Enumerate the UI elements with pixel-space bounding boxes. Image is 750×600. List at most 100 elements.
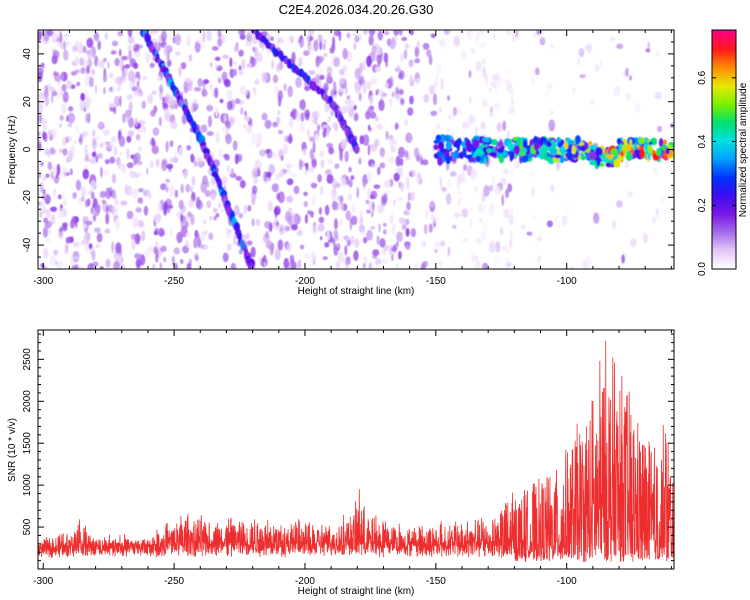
signal-blob: [535, 150, 540, 156]
noise-blob: [264, 119, 272, 129]
noise-blob: [127, 70, 135, 82]
spectrogram-x-axis: -300 -250 -200 -150 -100: [33, 30, 672, 287]
noise-blob: [642, 232, 648, 244]
noise-blob: [373, 184, 381, 189]
colorbar-cell: [712, 193, 736, 196]
noise-blob: [41, 62, 44, 68]
signal-blob: [546, 141, 552, 148]
noise-blob: [283, 83, 287, 92]
noise-blob: [63, 49, 69, 61]
noise-blob: [452, 106, 457, 116]
noise-blob: [348, 166, 352, 173]
noise-blob: [65, 41, 71, 46]
noise-blob: [371, 45, 378, 55]
noise-blob: [421, 240, 427, 247]
noise-blob: [85, 245, 89, 251]
noise-blob: [475, 61, 482, 72]
noise-blob: [284, 211, 291, 223]
noise-blob: [489, 184, 493, 192]
noise-blob: [72, 241, 80, 248]
noise-blob: [152, 30, 159, 34]
noise-blob: [59, 123, 62, 128]
noise-blob: [88, 76, 94, 88]
noise-blob: [509, 228, 513, 241]
noise-blob: [131, 86, 139, 92]
noise-blob: [38, 143, 42, 152]
noise-blob: [311, 225, 319, 234]
colorbar-cell: [712, 179, 736, 182]
colorbar-cell: [712, 123, 736, 127]
noise-blob: [389, 178, 394, 187]
noise-blob: [315, 73, 320, 84]
noise-blob: [324, 101, 330, 113]
noise-blob: [394, 122, 399, 130]
noise-blob: [362, 175, 367, 188]
colorbar-cell: [712, 247, 736, 250]
colorbar-frame: [711, 29, 737, 270]
noise-blob: [121, 163, 126, 174]
noise-blob: [294, 214, 302, 224]
noise-blob: [130, 154, 135, 159]
noise-blob: [375, 260, 379, 266]
noise-blob: [391, 246, 398, 253]
noise-blob: [405, 228, 410, 237]
noise-blob: [366, 187, 371, 199]
noise-blob: [406, 201, 411, 211]
noise-blob: [238, 249, 243, 255]
colorbar-cell: [712, 127, 736, 131]
noise-blob: [508, 106, 515, 114]
noise-blob: [62, 91, 69, 103]
colorbar-tick-label: 0.2: [697, 198, 708, 212]
noise-blob: [111, 173, 117, 184]
noise-blob: [115, 199, 119, 206]
signal-blob: [438, 141, 445, 151]
noise-blob: [657, 125, 663, 133]
noise-blob: [214, 56, 221, 61]
colorbar-cell: [712, 59, 736, 63]
signal-blob: [549, 147, 558, 156]
noise-blob: [474, 255, 478, 261]
signal-blob: [507, 142, 514, 151]
noise-blob: [398, 181, 402, 189]
snr-series-line: [38, 340, 674, 562]
noise-blob: [359, 216, 364, 226]
noise-blob: [319, 74, 325, 80]
colorbar-cell: [712, 155, 736, 159]
colorbar-cell: [712, 183, 736, 186]
noise-blob: [75, 123, 79, 134]
colorbar-cell: [712, 205, 736, 208]
noise-blob: [395, 86, 400, 95]
noise-blob: [90, 179, 96, 192]
noise-blob: [367, 144, 371, 156]
noise-blob: [215, 131, 220, 144]
signal-blob: [457, 137, 462, 146]
noise-blob: [248, 30, 252, 36]
noise-blob: [383, 244, 390, 252]
noise-blob: [446, 193, 452, 205]
noise-blob: [153, 230, 158, 236]
noise-blob: [96, 37, 101, 43]
colorbar-cell: [712, 131, 736, 135]
colorbar-cell: [712, 119, 736, 123]
noise-blob: [62, 148, 68, 156]
noise-blob: [432, 93, 438, 106]
noise-blob: [399, 70, 405, 80]
noise-blob: [62, 208, 68, 217]
noise-blob: [506, 130, 511, 141]
noise-blob: [317, 35, 324, 43]
noise-blob: [432, 214, 440, 223]
colorbar-cell: [712, 121, 736, 125]
noise-blob: [285, 163, 292, 169]
colorbar-cell: [712, 237, 736, 240]
noise-blob: [505, 257, 509, 269]
noise-blob: [501, 194, 505, 207]
noise-blob: [225, 230, 232, 239]
noise-blob: [550, 184, 555, 193]
noise-blob: [218, 148, 224, 159]
y-tick-label: -40: [22, 237, 33, 252]
noise-blob: [290, 111, 294, 118]
noise-blob: [238, 49, 244, 57]
noise-blob: [362, 65, 366, 71]
noise-blob: [41, 117, 47, 127]
noise-blob: [508, 87, 513, 99]
